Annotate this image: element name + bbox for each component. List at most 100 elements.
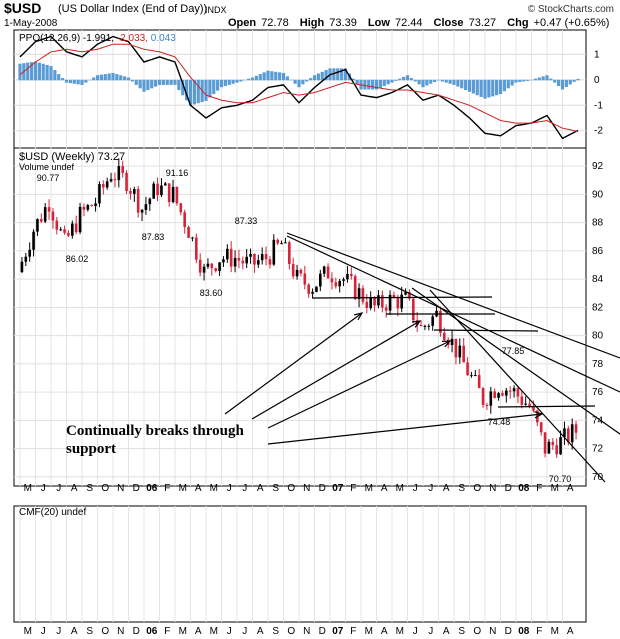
price-bar-body [63, 229, 66, 233]
x-axis-label-bottom: D [505, 626, 512, 637]
ppo-histogram-bar [398, 78, 402, 81]
x-axis-label-bottom: J [242, 626, 247, 637]
price-bar-body [249, 253, 252, 257]
annotation-arrow [224, 312, 363, 415]
x-axis-label-top: F [350, 483, 356, 494]
price-bar-body [152, 183, 155, 199]
ppo-label-hist: 0.043 [151, 33, 176, 44]
x-axis-label-bottom: O [287, 626, 295, 637]
price-point-label: 91.16 [166, 168, 189, 178]
ppo-histogram-bar [30, 62, 34, 81]
price-bar-body [198, 259, 202, 273]
ppo-histogram-bar [119, 75, 123, 81]
ppo-histogram-bar [382, 79, 386, 87]
price-bar-body [264, 254, 268, 260]
price-bar-body [303, 273, 307, 285]
x-axis-label-bottom: F [536, 626, 542, 637]
ppo-histogram-bar [301, 79, 305, 85]
ppo-histogram-bar [340, 68, 344, 81]
ppo-histogram-bar [332, 68, 336, 81]
price-tick-label: 72 [592, 444, 604, 455]
price-bar-body [229, 248, 233, 267]
price-bar-body [458, 345, 462, 358]
price-bar-body [377, 295, 380, 306]
price-bar-body [291, 263, 295, 277]
price-bar-body [555, 445, 558, 455]
x-axis-label-top: 06 [146, 483, 158, 494]
annotation-arrowhead [411, 320, 422, 328]
ppo-histogram-bar [572, 79, 576, 82]
ppo-histogram-bar [297, 79, 301, 88]
x-axis-label-bottom: F [350, 626, 356, 637]
price-bar-body [105, 181, 109, 188]
price-bar-body [171, 186, 175, 203]
price-bar-body [28, 249, 31, 257]
price-bar-body [187, 226, 190, 238]
price-bar-body [520, 396, 524, 405]
price-bar-body [222, 259, 225, 263]
ppo-tick-label: -2 [594, 126, 603, 137]
ppo-histogram-bar [239, 79, 243, 82]
price-bar-body [253, 253, 256, 265]
ppo-histogram-bar [471, 79, 475, 94]
ppo-histogram-bar [355, 79, 359, 85]
ppo-histogram-bar [192, 79, 196, 105]
x-axis-label-top: D [319, 483, 326, 494]
trendline [411, 287, 620, 435]
ppo-label-signal: -2.033, [117, 33, 151, 44]
ppo-histogram-bar [518, 79, 522, 83]
quote-date: 1-May-2008 [4, 18, 58, 29]
trendline [497, 405, 596, 408]
ppo-histogram-bar [235, 79, 239, 83]
ppo-histogram-bar [212, 79, 216, 95]
price-bar-body [357, 288, 361, 300]
x-axis-label-top: S [272, 483, 279, 494]
price-bar-body [481, 388, 485, 405]
price-bar-body [570, 424, 574, 443]
chg-value: +0.47 (+0.65%) [533, 17, 610, 29]
ppo-histogram-bar [374, 79, 379, 90]
x-axis-label-bottom: F [164, 626, 170, 637]
ppo-label-main: PPO(12,26,9) -1.991, [19, 33, 117, 44]
price-bar-body [218, 262, 221, 271]
x-axis-label-bottom: N [489, 626, 496, 637]
x-axis-label-bottom: M [365, 626, 373, 637]
ppo-histogram-bar [250, 77, 255, 81]
price-bar-body [477, 374, 481, 389]
ppo-histogram-bar [231, 79, 235, 84]
x-axis-label-bottom: A [567, 626, 574, 637]
trendline [286, 232, 620, 359]
x-axis-label-top: O [101, 483, 109, 494]
low-value: 72.44 [394, 17, 423, 29]
ppo-histogram-bar [533, 78, 537, 81]
ppo-histogram-bar [57, 74, 61, 81]
ppo-histogram-bar [173, 79, 177, 85]
x-axis-label-top: D [133, 483, 140, 494]
ppo-histogram-bar [274, 71, 278, 81]
price-point-label: 90.77 [37, 173, 60, 183]
ppo-histogram-bar [343, 68, 348, 81]
x-axis-label-bottom: 06 [146, 626, 158, 637]
x-axis-label-bottom: D [133, 626, 140, 637]
ppo-histogram-bar [258, 74, 262, 81]
ppo-histogram-bar [429, 79, 433, 84]
ppo-histogram-bar [157, 79, 162, 85]
price-bar-body [276, 239, 279, 244]
price-point-label: 77.85 [502, 346, 525, 356]
ppo-histogram-bar [123, 76, 127, 81]
price-bar-body [206, 263, 210, 267]
price-bar-body [462, 345, 465, 363]
ppo-histogram-bar [126, 77, 131, 81]
ppo-histogram-bar [506, 79, 510, 89]
price-bar-body [334, 282, 338, 287]
price-bar-body [156, 183, 159, 196]
price-bar-body [280, 243, 283, 245]
price-bar-body [508, 390, 512, 392]
price-bar-body [505, 390, 508, 396]
price-tick-label: 90 [592, 189, 604, 200]
price-bar-body [82, 206, 86, 210]
ppo-histogram-bar [107, 73, 111, 81]
price-bar-body [24, 256, 28, 262]
price-bar-body [543, 432, 547, 454]
price-bar-body [365, 301, 369, 309]
